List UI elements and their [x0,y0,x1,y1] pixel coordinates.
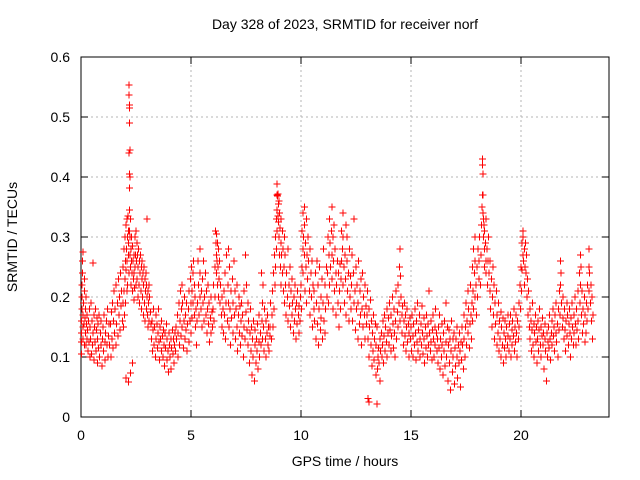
axis-ticks [81,57,609,417]
y-tick-labels: 0 0.1 0.2 0.3 0.4 0.5 0.6 [51,49,71,425]
y-tick-label: 0.6 [51,49,71,65]
x-axis-label: GPS time / hours [292,453,399,469]
y-tick-label: 0.2 [51,289,71,305]
y-tick-label: 0 [62,409,70,425]
data-points [78,81,597,408]
x-tick-labels: 0 5 10 15 20 [77,427,529,443]
x-tick-label: 10 [293,427,309,443]
y-tick-label: 0.1 [51,349,71,365]
x-tick-label: 0 [77,427,85,443]
y-tick-label: 0.4 [51,169,71,185]
chart-title: Day 328 of 2023, SRMTID for receiver nor… [212,16,478,32]
y-tick-label: 0.3 [51,229,71,245]
x-tick-label: 15 [403,427,419,443]
plot-border [80,56,610,418]
y-axis-label: SRMTID / TECUs [4,182,20,292]
x-tick-label: 5 [187,427,195,443]
x-tick-label: 20 [513,427,529,443]
y-tick-label: 0.5 [51,109,71,125]
